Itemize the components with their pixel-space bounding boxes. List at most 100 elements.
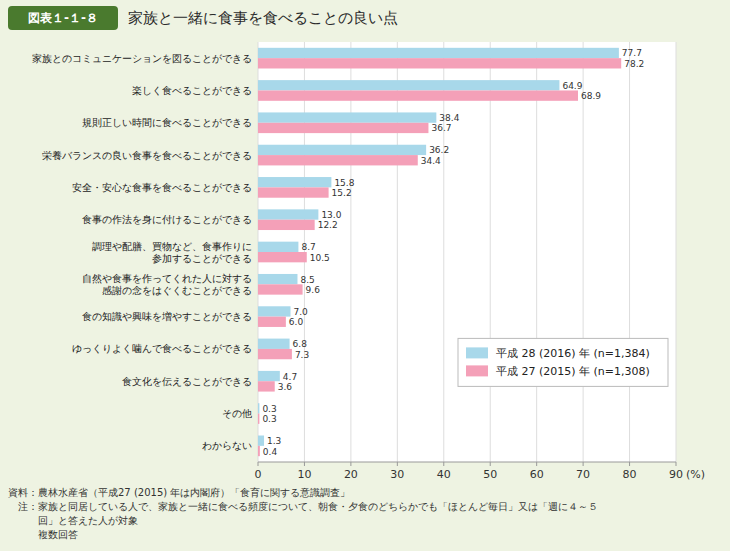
category-label-line: 家族とのコミュニケーションを図ることができる	[32, 53, 252, 64]
note: 資料：農林水産省（平成27 (2015) 年は内閣府）「食育に関する意識調査」	[8, 487, 350, 498]
category-label-line: 食事の作法を身に付けることができる	[82, 214, 252, 225]
data-label: 15.8	[334, 178, 354, 188]
bar	[258, 446, 260, 456]
bar	[258, 155, 418, 165]
category-label: わからない	[202, 440, 252, 451]
data-label: 12.2	[318, 220, 338, 230]
bar	[258, 436, 264, 446]
grid-line	[629, 42, 630, 462]
tick-mark	[676, 462, 677, 466]
legend-label: 平成 28 (2016) 年 (n=1,384)	[496, 347, 650, 360]
bar	[258, 90, 578, 100]
category-label-line: 参加することができる	[152, 253, 252, 264]
data-label: 10.5	[310, 253, 330, 263]
category-label-line: 調理や配膳、買物など、食事作りに	[92, 241, 252, 252]
bar	[258, 306, 291, 316]
grid-line	[397, 42, 398, 462]
bar	[258, 317, 286, 327]
title: 家族と一緒に食事を食べることの良い点	[128, 9, 398, 27]
data-label: 4.7	[283, 372, 297, 382]
category-label-line: 規則正しい時間に食べることができる	[82, 117, 252, 128]
category-label: 調理や配膳、買物など、食事作りに参加することができる	[92, 241, 252, 264]
category-label-line: 自然や食事を作ってくれた人に対する	[82, 273, 252, 284]
category-label: 食文化を伝えることができる	[122, 376, 252, 387]
bar	[258, 145, 426, 155]
category-label: 規則正しい時間に食べることができる	[82, 117, 252, 128]
data-label: 36.7	[431, 123, 451, 133]
grid-line	[350, 42, 351, 462]
category-label-line: わからない	[202, 440, 252, 451]
data-label: 15.2	[332, 188, 352, 198]
data-label: 7.0	[294, 307, 309, 317]
bar	[258, 371, 280, 381]
category-label-line: 食文化を伝えることができる	[122, 376, 252, 387]
tick-label: 90	[669, 468, 683, 481]
data-label: 77.7	[622, 48, 642, 58]
category-label: その他	[222, 408, 252, 419]
tick-label: 10	[297, 468, 311, 481]
bar	[258, 80, 559, 90]
category-label: ゆっくりよく噛んで食べることができる	[72, 343, 252, 354]
bar	[258, 284, 303, 294]
bar	[258, 414, 259, 424]
bar	[258, 339, 290, 349]
tick-label: 30	[390, 468, 404, 481]
tick-label: 80	[623, 468, 637, 481]
data-label: 0.3	[262, 404, 276, 414]
category-label-line: 食の知識や興味を増やすことができる	[82, 311, 252, 322]
grid	[258, 42, 676, 462]
bar	[258, 349, 292, 359]
category-label: 食事の作法を身に付けることができる	[82, 214, 252, 225]
data-label: 36.2	[429, 145, 449, 155]
bar	[258, 220, 315, 230]
category-label: 自然や食事を作ってくれた人に対する感謝の念をはぐくむことができる	[82, 273, 252, 296]
category-label-line: その他	[222, 408, 252, 419]
legend-swatch	[466, 347, 488, 358]
grid-line	[676, 42, 677, 462]
grid-line	[490, 42, 491, 462]
category-label: 栄養バランスの良い食事を食べることができる	[42, 150, 252, 161]
tick-mark	[536, 462, 537, 466]
plot-area	[258, 42, 676, 462]
bar	[258, 112, 436, 122]
grid-line	[583, 42, 584, 462]
note: 注：家族と同居している人で、家族と一緒に食べる頻度について、朝食・夕食のどちらか…	[8, 501, 598, 512]
bar	[258, 252, 307, 262]
tick-label: 0	[255, 468, 262, 481]
bars	[258, 48, 621, 456]
grid-line	[536, 42, 537, 462]
data-label: 7.3	[295, 350, 309, 360]
data-label: 3.6	[278, 382, 293, 392]
bar	[258, 48, 619, 58]
grid-line	[443, 42, 444, 462]
tick-mark	[397, 462, 398, 466]
note: 複数回答	[8, 529, 78, 540]
tick-label: 70	[576, 468, 590, 481]
data-label: 68.9	[581, 91, 601, 101]
tick-mark	[304, 462, 305, 466]
bar	[258, 242, 298, 252]
header-box	[8, 6, 118, 30]
category-label-line: ゆっくりよく噛んで食べることができる	[72, 343, 252, 354]
category-label-line: 感謝の念をはぐくむことができる	[102, 285, 252, 296]
category-label: 楽しく食べることができる	[132, 85, 252, 96]
data-label: 8.5	[300, 275, 314, 285]
legend-box	[458, 338, 668, 386]
note: 回」と答えた人が対象	[8, 515, 138, 526]
data-labels: 77.764.938.436.215.813.08.78.57.06.84.70…	[262, 48, 644, 456]
data-label: 8.7	[301, 242, 315, 252]
category-label-line: 楽しく食べることができる	[132, 85, 252, 96]
legend-label: 平成 27 (2015) 年 (n=1,308)	[496, 365, 650, 378]
category-label: 安全・安心な食事を食べることができる	[72, 182, 252, 193]
category-label-line: 安全・安心な食事を食べることができる	[72, 182, 252, 193]
category-label: 食の知識や興味を増やすことができる	[82, 311, 252, 322]
legend: 平成 28 (2016) 年 (n=1,384) 平成 27 (2015) 年 (…	[458, 338, 668, 386]
tick-mark	[350, 462, 351, 466]
bar	[258, 58, 621, 68]
chart: 図表１-１-８家族と一緒に食事を食べることの良い点010203040506070…	[0, 0, 730, 551]
background	[0, 0, 730, 551]
data-label: 9.6	[306, 285, 321, 295]
bar	[258, 177, 331, 187]
data-label: 6.0	[289, 317, 304, 327]
tick-label: 50	[483, 468, 497, 481]
